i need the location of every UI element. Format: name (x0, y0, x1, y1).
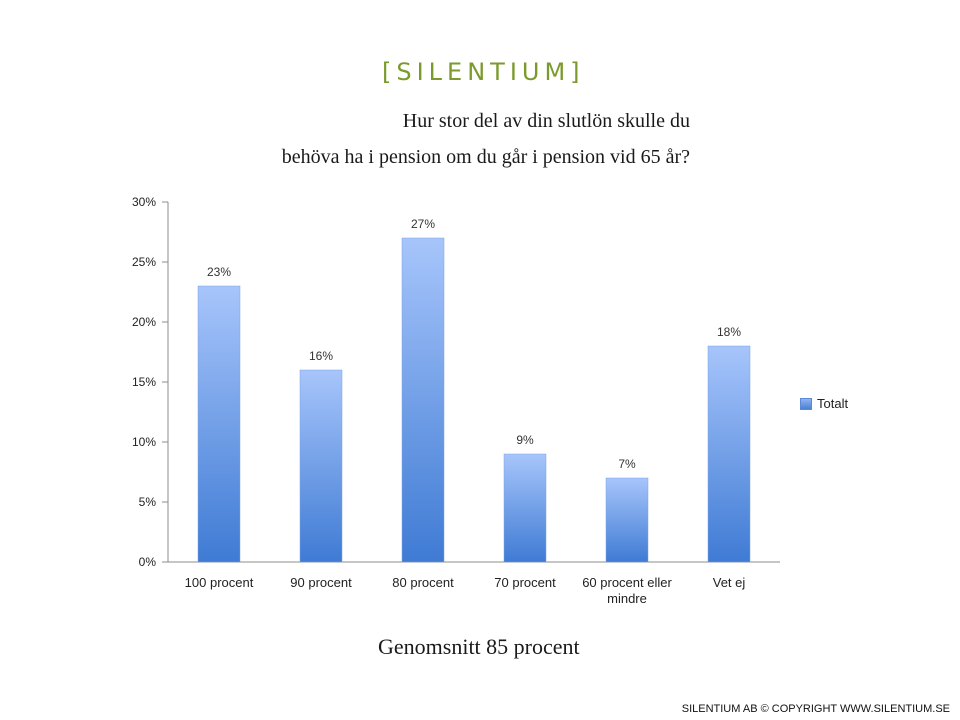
chart-title: Hur stor del av din slutlön skulle du be… (250, 103, 690, 175)
x-tick-label: 60 procent eller mindre (582, 575, 672, 606)
x-tick-label: 70 procent (494, 575, 556, 590)
data-label: 23% (207, 265, 231, 279)
bar (401, 237, 445, 563)
y-tick-label: 20% (132, 315, 156, 329)
data-label: 18% (717, 325, 741, 339)
data-label: 27% (411, 217, 435, 231)
bar (299, 369, 343, 563)
legend-label: Totalt (817, 396, 849, 411)
y-tick-label: 15% (132, 375, 156, 389)
x-tick-label: 80 procent (392, 575, 454, 590)
y-tick-label: 30% (132, 195, 156, 209)
bar-chart: 0% 5% 10% 15% 20% 25% 30% 23% 100 procent 16% 90 … (132, 195, 780, 606)
bar (605, 477, 649, 563)
y-tick-label: 5% (139, 495, 157, 509)
title-line-2: behöva ha i pension om du går i pension … (281, 146, 690, 168)
title-line-1: Hur stor del av din slutlön skulle du (402, 110, 690, 132)
x-tick-label: Vet ej (713, 575, 746, 590)
data-label: 9% (516, 433, 534, 447)
bar (707, 345, 751, 563)
x-tick-label: 90 procent (290, 575, 352, 590)
legend: Totalt (800, 396, 848, 411)
y-tick-label: 25% (132, 255, 156, 269)
y-tick-label: 10% (132, 435, 156, 449)
silentium-logo: [SILENTIUM] (382, 58, 585, 86)
data-label: 16% (309, 349, 333, 363)
bar (197, 285, 241, 563)
copyright-text: SILENTIUM AB © COPYRIGHT WWW.SILENTIUM.S… (681, 703, 950, 715)
y-tick-label: 0% (139, 555, 157, 569)
average-note: Genomsnitt 85 procent (378, 634, 580, 659)
legend-swatch (800, 397, 812, 410)
data-label: 7% (618, 457, 636, 471)
x-tick-label: 100 procent (185, 575, 254, 590)
bar (503, 453, 547, 563)
